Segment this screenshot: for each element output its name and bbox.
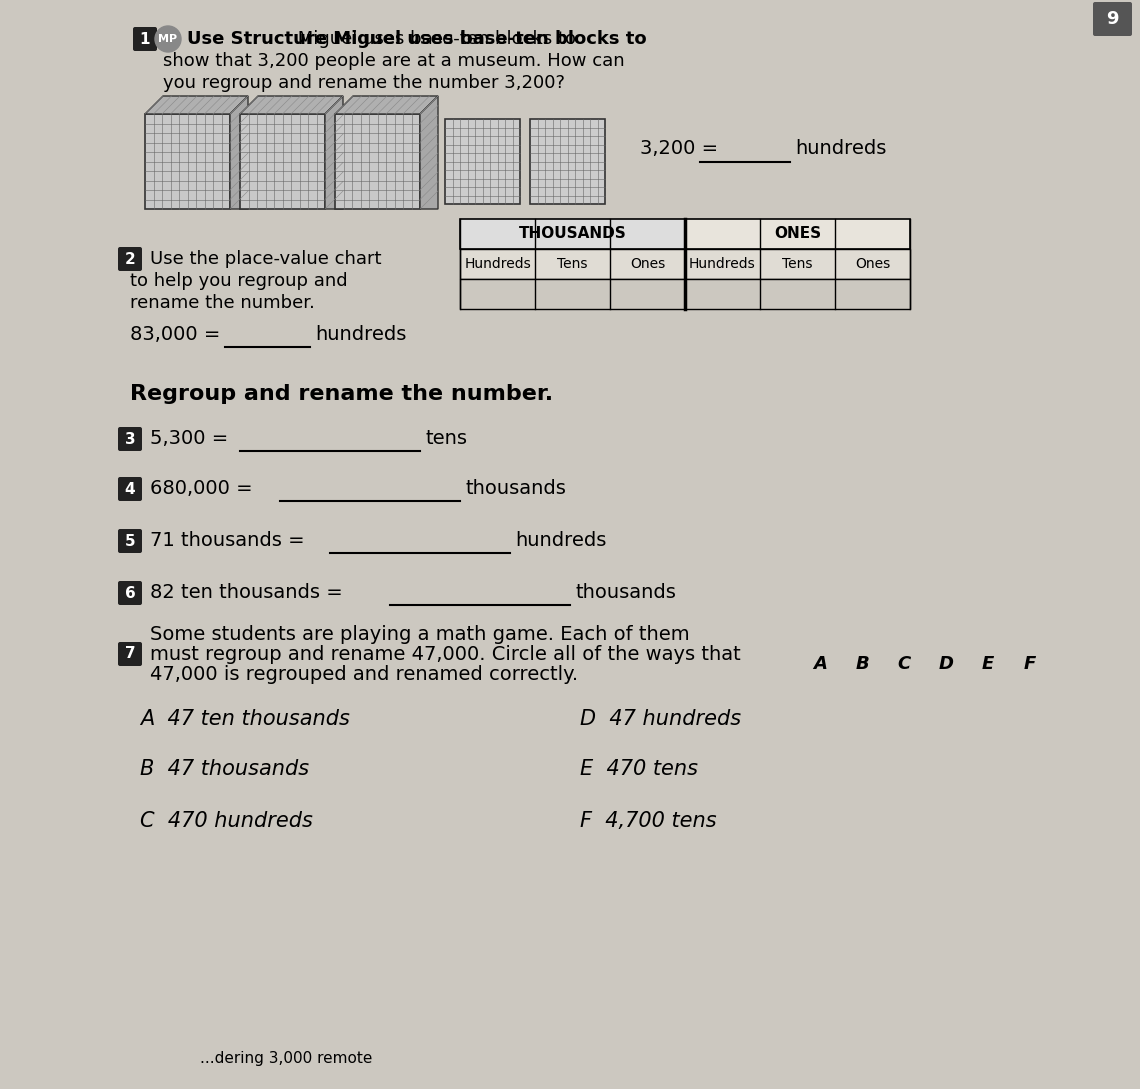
Text: thousands: thousands bbox=[575, 584, 676, 602]
Text: 3,200 =: 3,200 = bbox=[640, 139, 718, 159]
Text: hundreds: hundreds bbox=[795, 139, 887, 159]
Text: Use the place-value chart: Use the place-value chart bbox=[150, 250, 382, 268]
FancyBboxPatch shape bbox=[119, 477, 142, 501]
Text: B  47 thousands: B 47 thousands bbox=[140, 759, 309, 779]
Text: you regroup and rename the number 3,200?: you regroup and rename the number 3,200? bbox=[163, 74, 565, 91]
Polygon shape bbox=[335, 96, 438, 114]
FancyBboxPatch shape bbox=[119, 427, 142, 451]
Text: ONES: ONES bbox=[774, 227, 821, 242]
Text: 47,000 is regrouped and renamed correctly.: 47,000 is regrouped and renamed correctl… bbox=[150, 664, 578, 684]
FancyBboxPatch shape bbox=[1093, 2, 1132, 36]
Bar bbox=[145, 114, 230, 209]
Text: A: A bbox=[813, 654, 826, 673]
Text: E  470 tens: E 470 tens bbox=[580, 759, 698, 779]
Text: 71 thousands =: 71 thousands = bbox=[150, 531, 304, 551]
Bar bbox=[335, 114, 420, 209]
Text: Hundreds: Hundreds bbox=[464, 257, 531, 271]
Text: A  47 ten thousands: A 47 ten thousands bbox=[140, 709, 350, 729]
Text: Ones: Ones bbox=[630, 257, 665, 271]
Text: 2: 2 bbox=[124, 252, 136, 267]
Text: THOUSANDS: THOUSANDS bbox=[519, 227, 626, 242]
Bar bbox=[530, 119, 605, 204]
Polygon shape bbox=[145, 96, 249, 114]
Text: C  470 hundreds: C 470 hundreds bbox=[140, 811, 312, 831]
Text: thousands: thousands bbox=[465, 479, 565, 499]
Text: 1: 1 bbox=[140, 32, 150, 47]
Text: F  4,700 tens: F 4,700 tens bbox=[580, 811, 717, 831]
Text: 7: 7 bbox=[124, 647, 136, 661]
Bar bbox=[461, 249, 910, 279]
Text: hundreds: hundreds bbox=[315, 325, 406, 343]
Text: F: F bbox=[1024, 654, 1036, 673]
Text: Miguel uses base-ten blocks to: Miguel uses base-ten blocks to bbox=[292, 30, 576, 48]
FancyBboxPatch shape bbox=[119, 582, 142, 605]
Bar bbox=[461, 279, 910, 309]
Text: Use Structure Miguel uses base-ten blocks to: Use Structure Miguel uses base-ten block… bbox=[187, 30, 646, 48]
Text: Regroup and rename the number.: Regroup and rename the number. bbox=[130, 384, 553, 404]
Text: ...dering 3,000 remote: ...dering 3,000 remote bbox=[200, 1052, 373, 1066]
Bar bbox=[241, 114, 325, 209]
Text: 82 ten thousands =: 82 ten thousands = bbox=[150, 584, 343, 602]
Polygon shape bbox=[230, 96, 249, 209]
Text: to help you regroup and: to help you regroup and bbox=[130, 272, 348, 290]
Text: tens: tens bbox=[425, 429, 467, 449]
Text: 3: 3 bbox=[124, 431, 136, 446]
Text: 4: 4 bbox=[124, 481, 136, 497]
Text: Some students are playing a math game. Each of them: Some students are playing a math game. E… bbox=[150, 624, 690, 644]
Text: 5,300 =: 5,300 = bbox=[150, 429, 228, 449]
Circle shape bbox=[155, 26, 181, 52]
Text: rename the number.: rename the number. bbox=[130, 294, 315, 313]
FancyBboxPatch shape bbox=[119, 247, 142, 271]
FancyBboxPatch shape bbox=[119, 529, 142, 553]
FancyBboxPatch shape bbox=[133, 27, 157, 51]
Text: Ones: Ones bbox=[855, 257, 890, 271]
Text: Tens: Tens bbox=[782, 257, 813, 271]
Text: show that 3,200 people are at a museum. How can: show that 3,200 people are at a museum. … bbox=[163, 52, 625, 70]
Text: D  47 hundreds: D 47 hundreds bbox=[580, 709, 741, 729]
Text: must regroup and rename 47,000. Circle all of the ways that: must regroup and rename 47,000. Circle a… bbox=[150, 645, 741, 663]
FancyBboxPatch shape bbox=[119, 643, 142, 666]
Text: E: E bbox=[982, 654, 994, 673]
Text: C: C bbox=[897, 654, 911, 673]
Text: 680,000 =: 680,000 = bbox=[150, 479, 253, 499]
Polygon shape bbox=[420, 96, 438, 209]
Bar bbox=[461, 219, 685, 249]
Text: 5: 5 bbox=[124, 534, 136, 549]
Text: B: B bbox=[855, 654, 869, 673]
Text: 83,000 =: 83,000 = bbox=[130, 325, 220, 343]
Text: 6: 6 bbox=[124, 586, 136, 600]
Text: 9: 9 bbox=[1106, 10, 1118, 28]
Text: D: D bbox=[938, 654, 953, 673]
Text: MP: MP bbox=[158, 34, 178, 44]
Bar bbox=[685, 219, 910, 249]
Text: Hundreds: Hundreds bbox=[689, 257, 756, 271]
Text: hundreds: hundreds bbox=[515, 531, 606, 551]
Text: Tens: Tens bbox=[557, 257, 588, 271]
Bar bbox=[445, 119, 520, 204]
Polygon shape bbox=[325, 96, 343, 209]
Polygon shape bbox=[241, 96, 343, 114]
